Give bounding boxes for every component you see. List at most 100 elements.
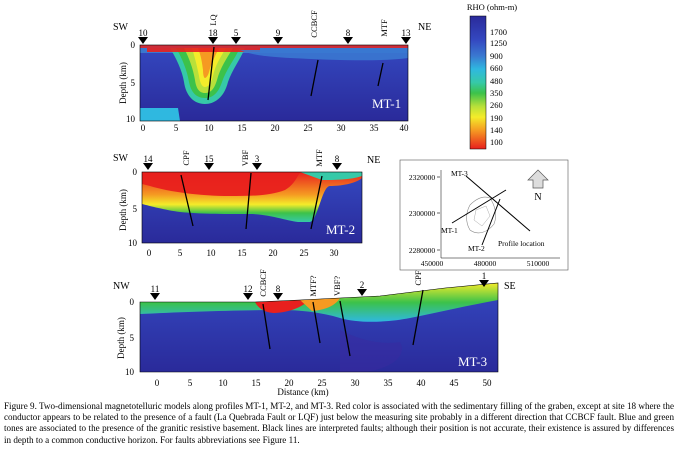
svg-text:140: 140 — [490, 125, 503, 135]
mt3-conductor — [255, 300, 310, 313]
mt2-distance-ticks: 0 5 10 15 20 25 30 — [147, 248, 339, 258]
panel-mt3: 0 5 10 Depth (km) 0 5 10 15 20 25 30 35 … — [113, 269, 516, 397]
svg-text:2300000: 2300000 — [409, 209, 436, 218]
mt3-dir-right: SE — [504, 281, 516, 292]
mt1-dir-right: NE — [418, 22, 431, 33]
mt1-label: MT-1 — [372, 96, 401, 111]
mt1-distance-ticks: 0 5 10 15 20 25 30 35 40 — [141, 123, 409, 133]
mt2-depth-tick: 5 — [133, 204, 138, 214]
mt2-depth-tick: 0 — [133, 167, 138, 177]
svg-text:3: 3 — [255, 154, 260, 164]
mt3-depth-tick: 5 — [130, 333, 135, 343]
svg-text:25: 25 — [304, 123, 314, 133]
svg-text:100: 100 — [490, 137, 503, 147]
mt3-fault-label: MTF? — [308, 275, 318, 296]
svg-text:2280000: 2280000 — [409, 246, 436, 255]
svg-text:10: 10 — [205, 123, 215, 133]
north-label: N — [534, 192, 541, 203]
svg-text:480: 480 — [490, 76, 503, 86]
svg-text:13: 13 — [402, 28, 412, 38]
svg-text:5: 5 — [188, 378, 193, 388]
mt2-fault-vbf — [245, 172, 252, 230]
svg-text:25: 25 — [318, 378, 328, 388]
svg-text:350: 350 — [490, 88, 503, 98]
mt3-fault-label: CCBCF — [258, 269, 268, 297]
svg-text:0: 0 — [147, 248, 152, 258]
svg-text:30: 30 — [337, 123, 347, 133]
rho-legend: RHO (ohm-m) 1700 1250 900 660 480 350 26… — [467, 2, 517, 150]
mt2-dir-left: SW — [113, 153, 129, 164]
mt3-fault-cpf — [412, 289, 424, 346]
svg-text:510000: 510000 — [527, 259, 550, 268]
svg-text:20: 20 — [269, 248, 279, 258]
svg-text:25: 25 — [300, 248, 310, 258]
map-profile-mt1 — [451, 189, 507, 224]
svg-text:10: 10 — [219, 378, 229, 388]
svg-text:0: 0 — [141, 123, 146, 133]
map-label-mt3: MT-3 — [451, 169, 468, 178]
mt2-dir-right: NE — [367, 155, 380, 166]
svg-text:2320000: 2320000 — [409, 173, 436, 182]
mt1-depth-label: Depth (km) — [118, 62, 128, 104]
mt2-label: MT-2 — [326, 222, 355, 237]
mt3-depth-label: Depth (km) — [116, 317, 126, 359]
svg-text:10: 10 — [139, 28, 149, 38]
legend-colorbar — [469, 15, 487, 150]
svg-text:45: 45 — [450, 378, 460, 388]
svg-text:35: 35 — [384, 378, 394, 388]
svg-text:1: 1 — [482, 271, 487, 281]
svg-text:15: 15 — [205, 154, 215, 164]
svg-text:12: 12 — [244, 284, 253, 294]
map-title: Profile location — [498, 239, 545, 248]
mt2-fault-label: MTF — [314, 149, 324, 167]
svg-text:14: 14 — [144, 154, 154, 164]
mt3-fault-label: CPF — [413, 270, 423, 285]
mt1-fault-ccbcf — [310, 59, 319, 97]
map-label-mt1: MT-1 — [441, 226, 458, 235]
svg-text:50: 50 — [483, 378, 493, 388]
svg-text:20: 20 — [285, 378, 295, 388]
svg-text:190: 190 — [490, 113, 503, 123]
mt3-fault-label: VBF? — [332, 276, 342, 297]
svg-text:2: 2 — [360, 280, 365, 290]
mt1-fault-label: MTF — [379, 19, 389, 37]
mt3-distance-label: Distance (km) — [277, 387, 328, 397]
svg-text:40: 40 — [400, 123, 410, 133]
mt3-depth-tick: 0 — [130, 297, 135, 307]
mt1-depth-tick: 10 — [126, 114, 136, 124]
legend-title: RHO (ohm-m) — [467, 2, 517, 12]
svg-text:30: 30 — [351, 378, 361, 388]
map-graben-outline — [466, 196, 496, 234]
svg-text:15: 15 — [238, 248, 248, 258]
mt3-distance-ticks: 0 5 10 15 20 25 30 35 40 45 50 — [155, 378, 492, 388]
mt1-fault-lq — [207, 46, 215, 101]
figure-9: 0 5 10 Depth (km) 0 5 10 15 20 25 30 35 … — [113, 2, 569, 397]
mt3-label: MT-3 — [458, 354, 487, 369]
figure-caption: Figure 9. Two-dimensional magnetotelluri… — [4, 401, 674, 445]
panel-mt1: 0 5 10 Depth (km) 0 5 10 15 20 25 30 35 … — [113, 10, 431, 133]
svg-text:660: 660 — [490, 63, 503, 73]
mt2-fault-label: CPF — [181, 150, 191, 165]
svg-text:18: 18 — [209, 28, 219, 38]
mt1-cyan-patch — [140, 108, 180, 121]
svg-text:8: 8 — [346, 28, 351, 38]
svg-text:8: 8 — [335, 154, 340, 164]
svg-text:9: 9 — [276, 28, 281, 38]
map-label-mt2: MT-2 — [468, 244, 485, 253]
map-profile-mt2 — [481, 198, 501, 246]
mt3-fault-ccbcf — [262, 303, 271, 350]
svg-text:10: 10 — [207, 248, 217, 258]
svg-text:260: 260 — [490, 100, 503, 110]
svg-text:5: 5 — [174, 123, 179, 133]
svg-text:40: 40 — [417, 378, 427, 388]
north-arrow-icon — [527, 169, 549, 189]
svg-text:15: 15 — [238, 123, 248, 133]
mt1-sites: 10 18 5 9 8 13 — [138, 28, 411, 44]
svg-text:1250: 1250 — [490, 38, 507, 48]
mt2-fault-mtf — [310, 175, 323, 230]
svg-text:35: 35 — [370, 123, 380, 133]
svg-text:11: 11 — [151, 284, 160, 294]
svg-text:15: 15 — [252, 378, 262, 388]
svg-text:20: 20 — [271, 123, 281, 133]
mt1-fault-label: CCBCF — [309, 10, 319, 38]
